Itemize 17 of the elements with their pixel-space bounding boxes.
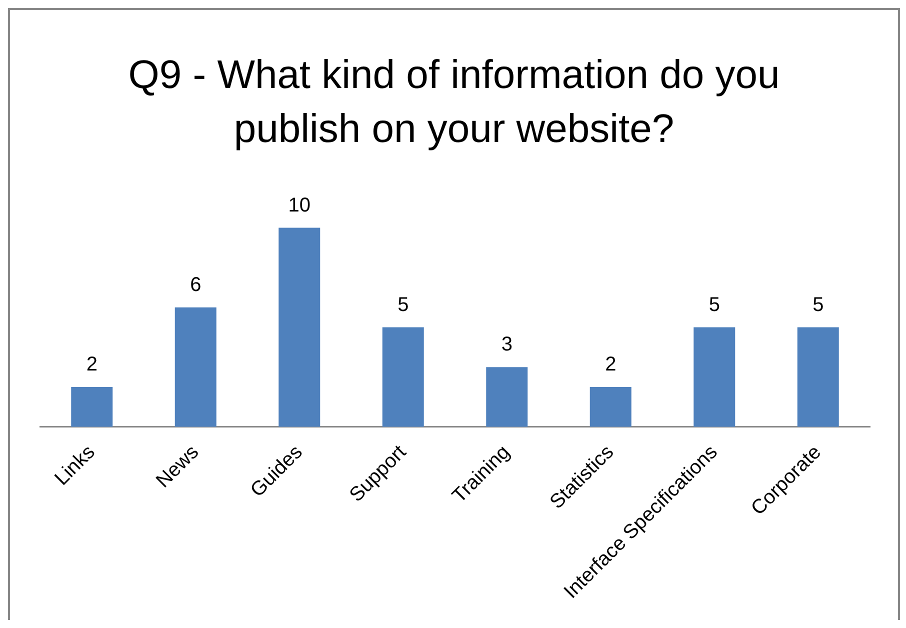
data-label: 5	[812, 294, 824, 316]
bar	[694, 327, 736, 427]
data-label: 3	[501, 334, 512, 356]
data-label: 10	[288, 194, 310, 216]
bar	[382, 327, 424, 427]
bar	[278, 228, 320, 427]
bar	[71, 387, 113, 427]
data-label: 2	[86, 354, 98, 376]
bar	[590, 387, 632, 427]
bar	[174, 307, 216, 427]
data-label: 6	[190, 274, 202, 296]
data-label: 5	[708, 294, 720, 316]
bar	[486, 367, 528, 427]
data-label: 2	[605, 354, 616, 376]
chart-title: Q9 - What kind of information do you publish on your website?	[127, 52, 781, 153]
data-label: 5	[398, 294, 409, 316]
bar	[797, 327, 839, 427]
